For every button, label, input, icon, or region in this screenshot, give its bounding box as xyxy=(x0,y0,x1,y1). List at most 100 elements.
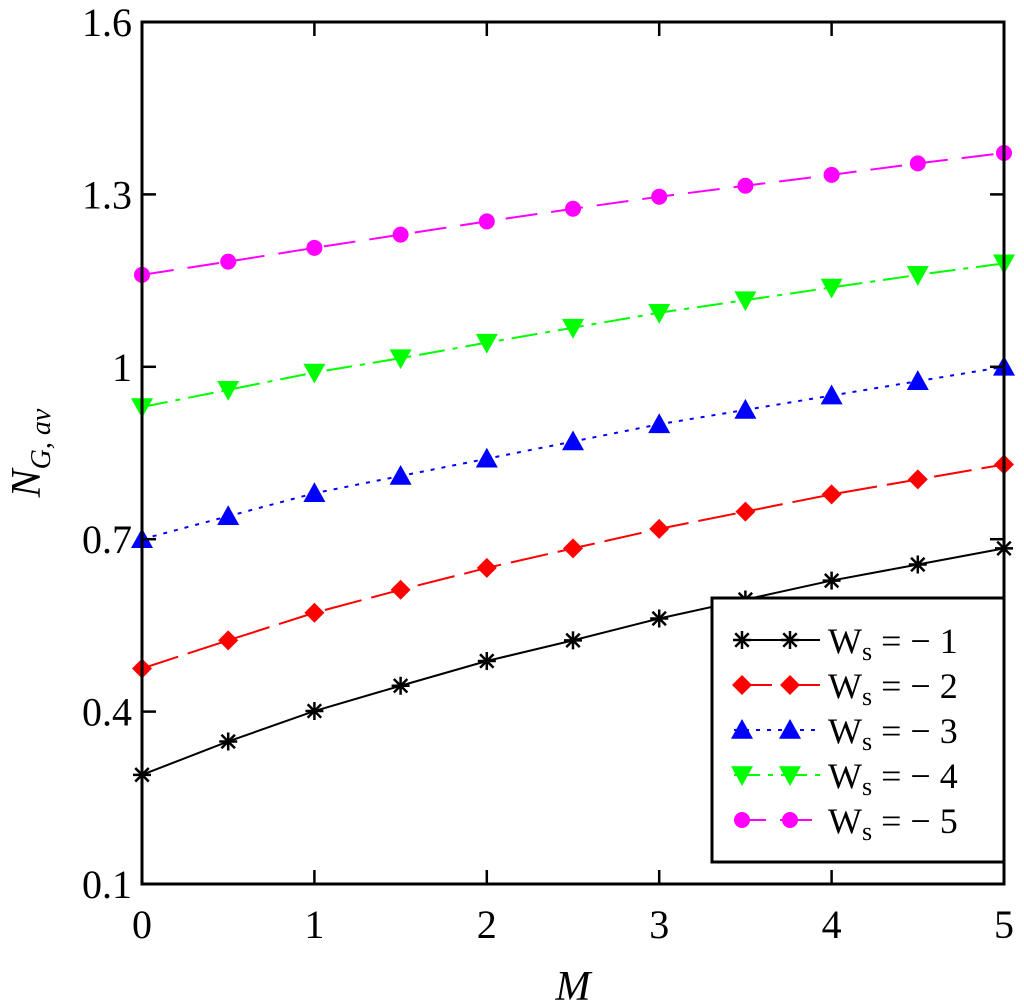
legend-entry: Ws = − 4 xyxy=(731,756,958,801)
asterisk-marker xyxy=(733,631,751,649)
diamond-marker xyxy=(780,675,800,695)
x-tick-label: 2 xyxy=(477,902,497,947)
asterisk-stroke xyxy=(782,632,798,648)
triangle-down-marker xyxy=(906,266,929,286)
triangle-up-marker xyxy=(217,505,240,526)
asterisk-stroke xyxy=(823,572,840,589)
y-tick-label: 0.4 xyxy=(82,690,132,735)
triangle-up-marker xyxy=(303,482,326,503)
asterisk-stroke xyxy=(910,556,926,573)
x-tick-label: 5 xyxy=(994,902,1014,947)
y-axis-label-subscript: G, av xyxy=(26,408,57,469)
y-tick-label: 1.6 xyxy=(82,0,132,45)
triangle-down-marker xyxy=(562,318,584,339)
asterisk-marker xyxy=(219,732,238,751)
series-layer xyxy=(131,145,1015,784)
plot-frame xyxy=(140,20,1006,886)
circle-marker xyxy=(565,200,581,217)
diamond-marker xyxy=(563,538,583,559)
triangle-up-marker xyxy=(906,370,929,390)
legend-label: Ws = − 3 xyxy=(828,711,958,756)
legend-label-main: W xyxy=(828,711,862,751)
legend-label-subscript: s xyxy=(862,772,872,801)
asterisk-marker xyxy=(391,676,410,695)
asterisk-marker xyxy=(305,702,324,721)
circle-marker xyxy=(823,166,840,183)
asterisk-marker xyxy=(822,571,841,590)
circle-marker xyxy=(392,226,409,243)
legend-label: Ws = − 1 xyxy=(828,621,958,666)
triangle-up-marker xyxy=(731,719,753,739)
legend-label-main: W xyxy=(828,621,862,661)
triangle-down-marker xyxy=(475,333,498,354)
triangle-up-marker xyxy=(562,430,584,451)
y-tick-label: 0.1 xyxy=(82,862,132,907)
circle-marker xyxy=(478,213,495,230)
asterisk-stroke xyxy=(220,733,236,750)
legend-label-main: W xyxy=(828,801,862,841)
legend-label-rest: = − 5 xyxy=(872,801,958,841)
series-2 xyxy=(132,454,1014,679)
asterisk-marker xyxy=(650,609,669,628)
x-axis-label: M xyxy=(555,964,593,1006)
triangle-up-marker xyxy=(389,464,412,485)
legend-entry: Ws = − 1 xyxy=(733,621,958,666)
asterisk-marker xyxy=(781,631,799,649)
legend-label-subscript: s xyxy=(862,727,872,756)
circle-marker xyxy=(909,155,926,172)
y-axis-label-main: N xyxy=(4,467,50,498)
asterisk-stroke xyxy=(392,678,409,694)
y-tick-label: 0.7 xyxy=(82,517,132,562)
diamond-marker xyxy=(476,557,497,578)
asterisk-marker xyxy=(908,555,927,574)
legend-entry: Ws = − 3 xyxy=(731,711,958,756)
triangle-down-marker xyxy=(648,303,671,324)
asterisk-stroke xyxy=(565,632,581,648)
asterisk-stroke xyxy=(479,653,495,669)
asterisk-stroke xyxy=(651,610,667,627)
triangle-down-marker xyxy=(389,349,412,370)
triangle-up-marker xyxy=(779,719,801,739)
diamond-marker xyxy=(649,518,670,539)
y-axis-label: NG, av xyxy=(4,408,57,498)
diamond-marker xyxy=(735,501,756,522)
circle-marker xyxy=(737,177,754,194)
circle-marker xyxy=(220,253,237,270)
triangle-down-marker xyxy=(731,766,753,786)
y-tick-label: 1 xyxy=(112,345,132,390)
circle-marker xyxy=(782,812,798,828)
legend-label-main: W xyxy=(828,756,862,796)
legend-label-rest: = − 1 xyxy=(872,621,958,661)
circle-marker xyxy=(651,188,668,205)
legend-box xyxy=(710,596,1006,864)
legend-label-rest: = − 2 xyxy=(872,666,958,706)
diamond-marker xyxy=(821,484,842,505)
diamond-marker xyxy=(304,602,325,623)
x-tick-label: 4 xyxy=(822,902,842,947)
legend-label: Ws = − 2 xyxy=(828,666,958,711)
legend-label-rest: = − 4 xyxy=(872,756,958,796)
legend-label: Ws = − 4 xyxy=(828,756,958,801)
triangle-down-marker xyxy=(303,363,326,384)
triangle-up-marker xyxy=(648,413,671,434)
ticks-layer: 0 1 2 3 4 5 0.1 0.4 0.7 1 1.3 1.6 xyxy=(82,0,1014,947)
asterisk-marker xyxy=(564,631,582,650)
circle-marker xyxy=(306,239,323,256)
series-5 xyxy=(134,145,1012,283)
legend-entry: Ws = − 5 xyxy=(734,801,958,846)
triangle-up-marker xyxy=(734,398,757,419)
series-4 xyxy=(131,254,1015,419)
legend-label-main: W xyxy=(828,666,862,706)
asterisk-marker xyxy=(477,652,496,671)
asterisk-stroke xyxy=(306,703,323,719)
legend-label-subscript: s xyxy=(862,682,872,711)
triangle-down-marker xyxy=(779,766,801,786)
legend-label-rest: = − 3 xyxy=(872,711,958,751)
circle-marker xyxy=(734,812,750,828)
legend: Ws = − 1Ws = − 2Ws = − 3Ws = − 4Ws = − 5 xyxy=(710,596,1006,864)
triangle-up-marker xyxy=(475,447,498,468)
asterisk-stroke xyxy=(734,632,750,648)
triangle-down-marker xyxy=(820,278,843,299)
x-tick-label: 1 xyxy=(304,902,324,947)
